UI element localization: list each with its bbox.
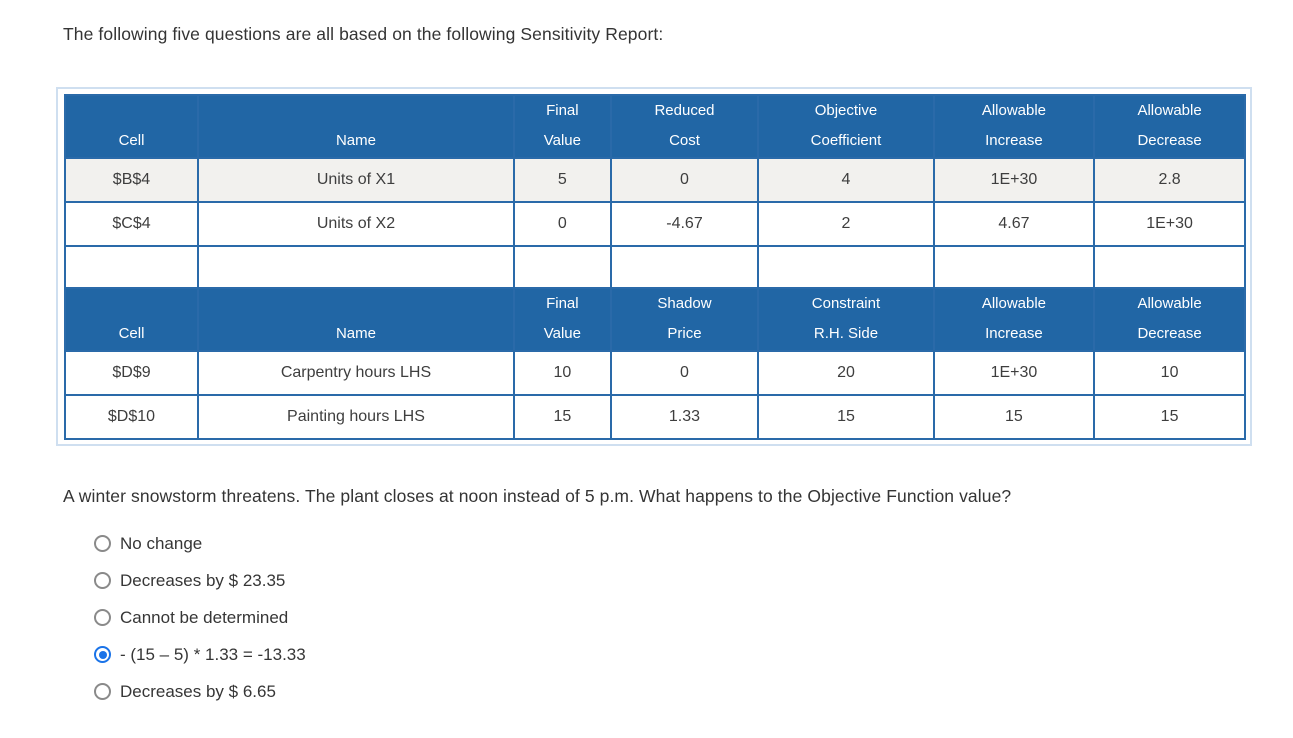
table-cell: 2.8 [1093,157,1246,203]
empty-cell [64,245,199,289]
table-cell: 0 [609,350,760,396]
radio-option-no-change[interactable]: No change [94,525,306,562]
empty-cell [196,245,515,289]
radio-option-minus-13-33[interactable]: - (15 – 5) * 1.33 = -13.33 [94,636,306,673]
table-cell: 4 [757,157,935,203]
option-label: No change [120,533,203,553]
radio-option-decreases-23-35[interactable]: Decreases by $ 23.35 [94,562,306,599]
sensitivity-report: Cell Name Final Value Reduced Cost Objecti… [56,87,1252,446]
column-header-cell: Cell [64,94,199,159]
options-list: No change Decreases by $ 23.35 Cannot be… [94,525,306,710]
column-header-cell: Cell [64,287,199,352]
table-cell: -4.67 [609,201,760,247]
spacer-row [64,245,1246,289]
radio-button[interactable] [94,683,111,700]
radio-option-decreases-6-65[interactable]: Decreases by $ 6.65 [94,673,306,710]
column-header-final-value: Final Value [512,94,612,159]
table-cell: 10 [512,350,612,396]
table-cell: $B$4 [64,157,199,203]
table-cell: Units of X2 [196,201,515,247]
column-header-allowable-increase: Allowable Increase [932,94,1096,159]
table-cell: 1E+30 [932,157,1096,203]
column-header-shadow-price: Shadow Price [609,287,760,352]
radio-button[interactable] [94,572,111,589]
table-cell: 10 [1093,350,1246,396]
table-cell: $D$10 [64,394,199,440]
empty-cell [1093,245,1246,289]
intro-text: The following five questions are all bas… [63,24,664,44]
option-label: Cannot be determined [120,607,289,627]
sensitivity-report-table: Cell Name Final Value Reduced Cost Objecti… [64,94,1246,440]
table-row-c4: $C$4 Units of X2 0 -4.67 2 4.67 1E+30 [64,201,1246,247]
table-cell: 20 [757,350,935,396]
column-header-final-value: Final Value [512,287,612,352]
table-cell: $C$4 [64,201,199,247]
column-header-objective-coefficient: Objective Coefficient [757,94,935,159]
radio-button[interactable] [94,535,111,552]
table-cell: 15 [757,394,935,440]
column-header-reduced-cost: Reduced Cost [609,94,760,159]
option-label: Decreases by $ 6.65 [120,681,276,701]
table-cell: 15 [932,394,1096,440]
empty-cell [609,245,760,289]
table-cell: 0 [512,201,612,247]
table-cell: 1E+30 [1093,201,1246,247]
option-label: Decreases by $ 23.35 [120,570,286,590]
table-cell: $D$9 [64,350,199,396]
table-cell: 1.33 [609,394,760,440]
radio-button[interactable] [94,609,111,626]
table-row-d9: $D$9 Carpentry hours LHS 10 0 20 1E+30 1… [64,350,1246,396]
question-text: A winter snowstorm threatens. The plant … [63,486,1012,506]
table-row-d10: $D$10 Painting hours LHS 15 1.33 15 15 1… [64,394,1246,440]
variable-header-row: Cell Name Final Value Reduced Cost Objecti… [64,94,1246,159]
table-cell: 5 [512,157,612,203]
constraint-header-row: Cell Name Final Value Shadow Price Constra… [64,287,1246,352]
column-header-allowable-increase: Allowable Increase [932,287,1096,352]
column-header-constraint-rhs: Constraint R.H. Side [757,287,935,352]
table-cell: 15 [1093,394,1246,440]
column-header-allowable-decrease: Allowable Decrease [1093,94,1246,159]
option-label: - (15 – 5) * 1.33 = -13.33 [120,644,306,664]
column-header-name: Name [196,287,515,352]
table-cell: Carpentry hours LHS [196,350,515,396]
empty-cell [512,245,612,289]
radio-option-cannot-be-determined[interactable]: Cannot be determined [94,599,306,636]
table-cell: 1E+30 [932,350,1096,396]
table-cell: 0 [609,157,760,203]
table-row-b4: $B$4 Units of X1 5 0 4 1E+30 2.8 [64,157,1246,203]
table-cell: Units of X1 [196,157,515,203]
column-header-name: Name [196,94,515,159]
empty-cell [757,245,935,289]
table-cell: 2 [757,201,935,247]
table-cell: Painting hours LHS [196,394,515,440]
table-cell: 15 [512,394,612,440]
column-header-allowable-decrease: Allowable Decrease [1093,287,1246,352]
radio-button[interactable] [94,646,111,663]
table-cell: 4.67 [932,201,1096,247]
empty-cell [932,245,1096,289]
